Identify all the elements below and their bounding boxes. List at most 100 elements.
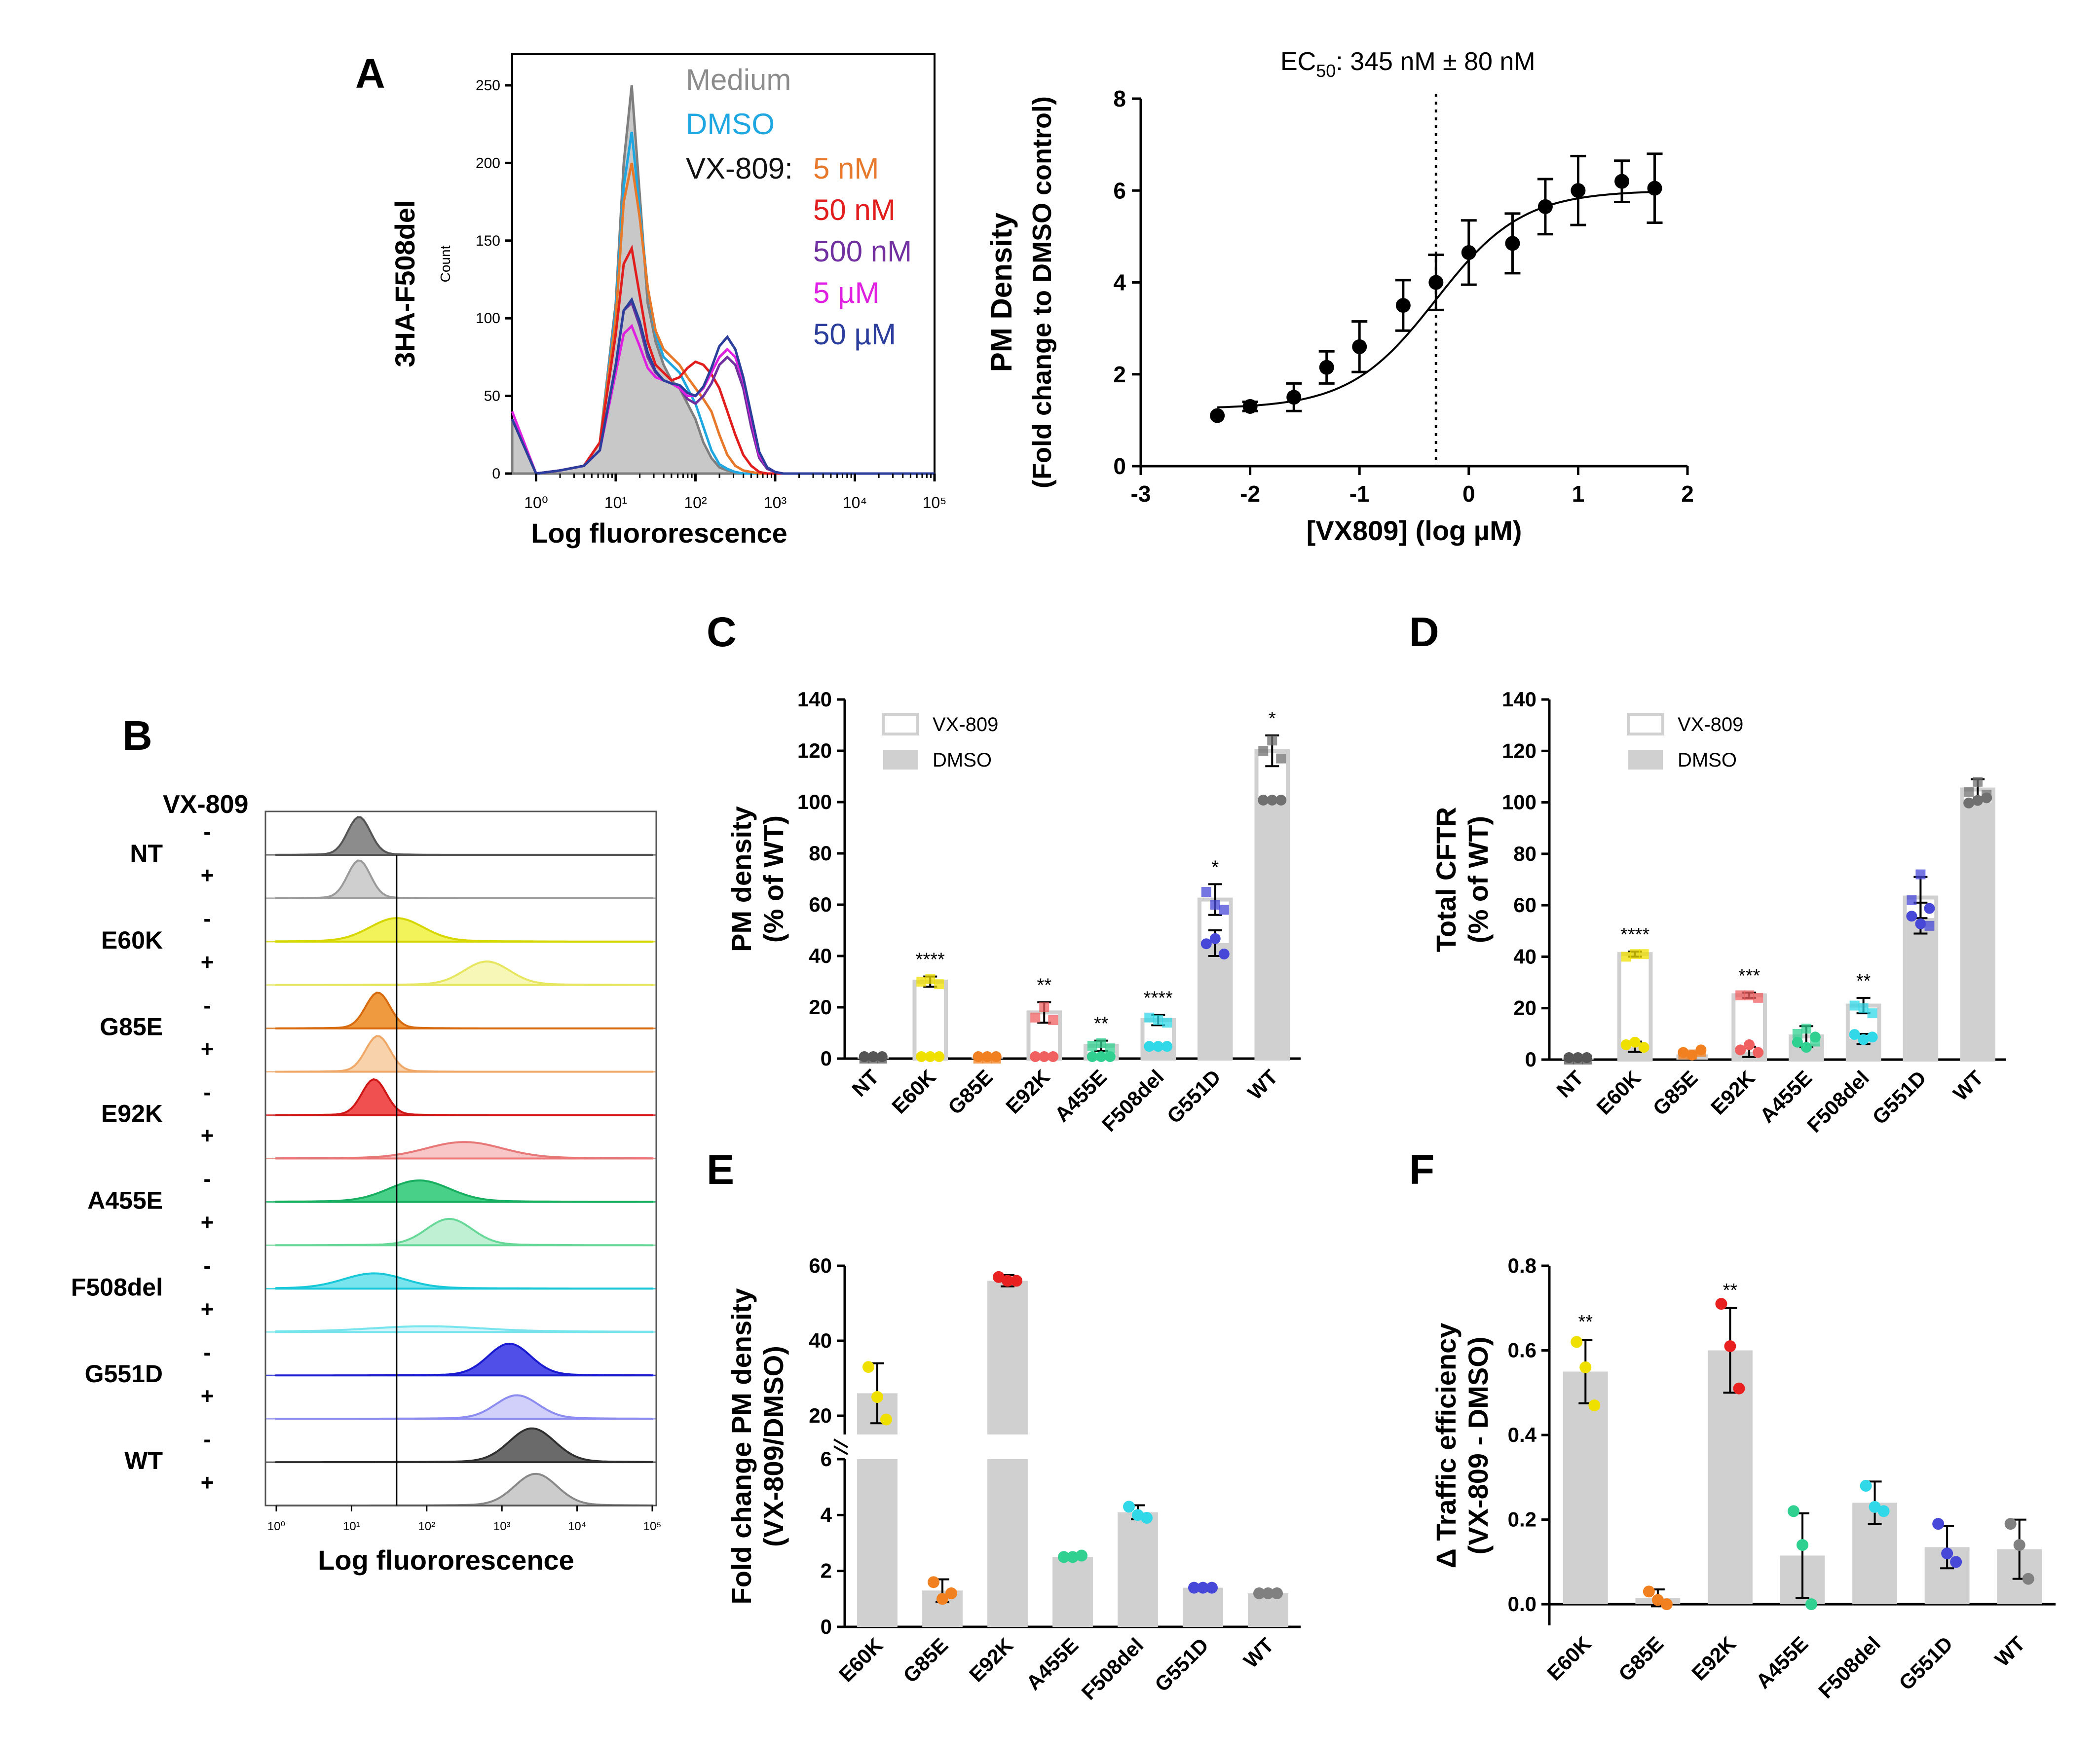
ridge-sign: - bbox=[203, 1079, 211, 1105]
ridge-sign: - bbox=[203, 906, 211, 931]
ridge-sign: - bbox=[203, 1426, 211, 1452]
panel-c-bar-dmso bbox=[1199, 943, 1231, 1059]
e-ytick-label: 4 bbox=[821, 1503, 832, 1526]
hist-series-50 µM bbox=[511, 297, 935, 475]
ridge-sign: - bbox=[203, 1339, 211, 1365]
e-dot bbox=[1206, 1581, 1218, 1594]
ridge-sign: + bbox=[201, 862, 214, 888]
ridge-sign: + bbox=[201, 1383, 214, 1408]
panel-d-dot-vx bbox=[1639, 949, 1649, 959]
dose-ylabel2: (Fold change to DMSO control) bbox=[1027, 96, 1057, 488]
panel-d-dot-vx bbox=[1915, 869, 1926, 880]
ridge-sign: + bbox=[201, 1210, 214, 1235]
f-dot bbox=[1643, 1585, 1655, 1598]
panel-d-dot-dmso bbox=[1735, 1044, 1746, 1056]
hist-legend-dose: 50 nM bbox=[813, 193, 896, 226]
panel-d-dot-dmso bbox=[1924, 903, 1935, 914]
panel-d-ytick-label: 0 bbox=[1525, 1048, 1536, 1071]
e-dot bbox=[1141, 1512, 1153, 1524]
e-dot bbox=[993, 1271, 1005, 1283]
panel-c-dot-dmso bbox=[1048, 1051, 1059, 1062]
panel-d-dot-vx bbox=[1630, 949, 1640, 959]
panel-letter-b: B bbox=[122, 712, 152, 759]
panel-c-dot-dmso bbox=[859, 1051, 870, 1062]
panel-c-dot-dmso bbox=[876, 1051, 888, 1062]
f-dot bbox=[2022, 1573, 2034, 1585]
e-ytick-label: 6 bbox=[821, 1447, 832, 1470]
hist-xtick-label: 10¹ bbox=[604, 494, 627, 512]
panel-d-dot-dmso bbox=[1800, 1042, 1812, 1053]
dose-title-rest: : 345 nM ± 80 nM bbox=[1336, 47, 1535, 76]
panel-letter-e: E bbox=[707, 1146, 734, 1193]
ridge-group-label: WT bbox=[124, 1447, 163, 1474]
panel-d-dot-vx bbox=[1801, 1024, 1811, 1034]
panel-d-dot-dmso bbox=[1981, 792, 1992, 804]
panel-d-ytick-label: 100 bbox=[1502, 791, 1536, 814]
panel-c-dot-dmso bbox=[934, 1051, 945, 1062]
e-dot bbox=[945, 1587, 957, 1599]
f-ytick-label: 0.4 bbox=[1508, 1423, 1537, 1446]
ridge-xtick-label: 10² bbox=[418, 1520, 435, 1533]
e-bar bbox=[1118, 1512, 1158, 1627]
panel-c-dot-vx bbox=[1144, 1012, 1155, 1023]
f-dot bbox=[1860, 1479, 1872, 1492]
panel-c-ytick-label: 140 bbox=[797, 688, 832, 711]
f-dot bbox=[2013, 1539, 2025, 1551]
panel-d-ytick-label: 60 bbox=[1513, 893, 1536, 917]
ridge-sign: + bbox=[201, 1123, 214, 1148]
panel-c-legend-swatch-open bbox=[882, 713, 919, 735]
panel-letter-c: C bbox=[707, 609, 737, 655]
panel-d-bar-dmso bbox=[1905, 918, 1937, 1060]
panel-c-dot-vx bbox=[1267, 735, 1277, 746]
panel-d-dot-vx bbox=[1744, 990, 1755, 1000]
panel-d-dot-vx bbox=[1867, 1008, 1877, 1019]
ridge-group-label: E60K bbox=[101, 926, 163, 954]
panel-d-dot-dmso bbox=[1563, 1052, 1574, 1063]
f-sig: ** bbox=[1578, 1312, 1593, 1332]
panel-d-dot-vx bbox=[1973, 776, 1983, 787]
f-ytick-label: 0.0 bbox=[1508, 1592, 1536, 1616]
panel-d-dot-dmso bbox=[1695, 1044, 1707, 1056]
e-dot bbox=[1262, 1587, 1274, 1599]
panel-c-dot-vx bbox=[1039, 1002, 1049, 1012]
dose-point bbox=[1614, 174, 1630, 189]
f-dot bbox=[1950, 1556, 1962, 1568]
dose-point bbox=[1647, 181, 1662, 196]
dose-point bbox=[1571, 183, 1586, 198]
ridge-sign: - bbox=[203, 1253, 211, 1279]
f-dot bbox=[1805, 1598, 1817, 1611]
e-dot bbox=[1067, 1551, 1079, 1563]
panel-c-dot-vx bbox=[916, 977, 927, 987]
dose-ytick-label: 8 bbox=[1113, 86, 1126, 111]
ridge-header: VX-809 bbox=[163, 790, 248, 819]
panel-c-dot-dmso bbox=[1209, 933, 1221, 944]
ridge-sign: - bbox=[203, 819, 211, 845]
panel-d-dot-vx bbox=[1964, 787, 1974, 797]
f-dot bbox=[1932, 1518, 1945, 1530]
panel-d-dot-dmso bbox=[1867, 1031, 1878, 1043]
e-dot bbox=[1197, 1581, 1209, 1594]
panel-d-dot-dmso bbox=[1792, 1036, 1803, 1048]
panel-d-bar-dmso bbox=[1962, 802, 1993, 1060]
hist-ytick-label: 50 bbox=[484, 388, 500, 404]
dose-xtick-label: 0 bbox=[1462, 481, 1475, 507]
ridge-group-label: F508del bbox=[71, 1273, 163, 1301]
panel-d-ytick-label: 120 bbox=[1502, 739, 1536, 762]
dose-point bbox=[1242, 399, 1258, 414]
panel-c-dot-dmso bbox=[1267, 795, 1278, 806]
e-dot bbox=[1271, 1587, 1283, 1599]
panel-c-sig: **** bbox=[1144, 988, 1173, 1009]
panel-d-dot-vx bbox=[1849, 1000, 1860, 1011]
panel-c-bar-dmso bbox=[1256, 802, 1288, 1059]
panel-d-dot-vx bbox=[1753, 992, 1763, 1003]
hist-ytick-label: 0 bbox=[492, 466, 500, 482]
panel-c-legend-vx: VX-809 bbox=[933, 714, 998, 735]
panel-d-legend-swatch-filled bbox=[1628, 750, 1663, 770]
panel-c-dot-vx bbox=[1201, 887, 1211, 897]
dose-xtick-label: 2 bbox=[1681, 481, 1694, 507]
panel-d-legend-swatch-open bbox=[1627, 713, 1664, 735]
dose-title-sub: 50 bbox=[1316, 61, 1336, 81]
ridge-sign: + bbox=[201, 1036, 214, 1062]
ridge-sign: + bbox=[201, 1296, 214, 1322]
